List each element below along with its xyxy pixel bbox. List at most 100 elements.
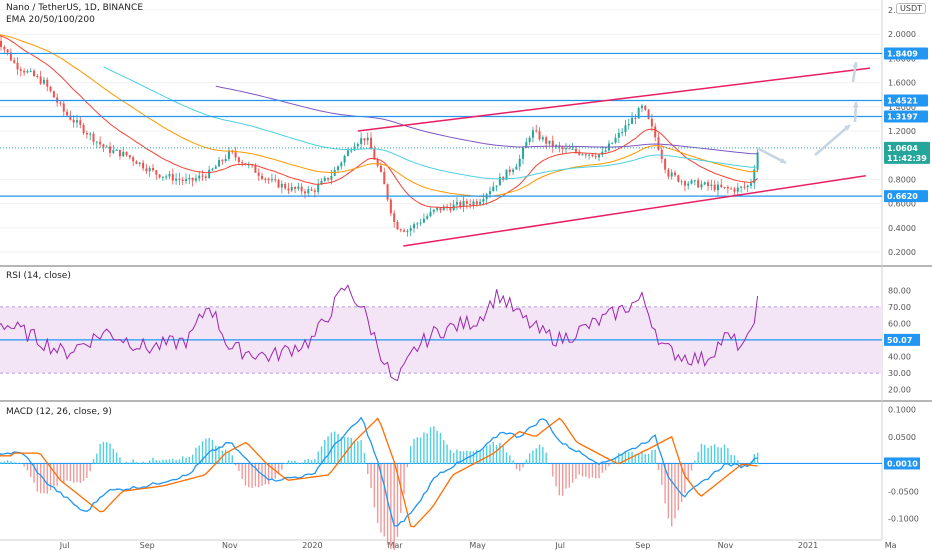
ema-20-line bbox=[0, 35, 758, 209]
macd-histogram-bar bbox=[191, 454, 194, 464]
macd-histogram-bar bbox=[423, 432, 425, 464]
candle-body bbox=[432, 209, 435, 212]
candle-body bbox=[89, 133, 92, 135]
macd-histogram-bar bbox=[211, 439, 214, 464]
candle-body bbox=[310, 189, 313, 191]
candle-body bbox=[75, 120, 78, 123]
candle-body bbox=[128, 155, 131, 158]
macd-histogram-bar bbox=[555, 464, 557, 487]
candle-body bbox=[412, 224, 415, 229]
x-tick-label: May bbox=[469, 541, 486, 550]
macd-histogram-bar bbox=[684, 464, 686, 494]
candle-body bbox=[0, 40, 2, 47]
candle-body bbox=[621, 132, 624, 134]
candle-body bbox=[52, 91, 55, 98]
macd-histogram-bar bbox=[495, 445, 498, 464]
level-label: 1.3197 bbox=[887, 113, 918, 122]
candle-body bbox=[637, 108, 640, 119]
candle-body bbox=[614, 137, 617, 143]
countdown-label: 11:42:39 bbox=[887, 154, 927, 163]
price-tick-label: 0.8000 bbox=[888, 175, 916, 184]
macd-histogram-bar bbox=[267, 464, 270, 485]
candle-body bbox=[730, 188, 733, 190]
candle-body bbox=[693, 180, 696, 182]
ema-header: EMA 20/50/100/200 bbox=[6, 15, 95, 25]
macd-histogram-bar bbox=[304, 459, 306, 464]
candle-body bbox=[99, 141, 102, 145]
candle-body bbox=[185, 179, 188, 181]
macd-histogram-bar bbox=[20, 463, 22, 464]
currency-badge[interactable]: USDT bbox=[896, 3, 926, 14]
candle-body bbox=[290, 186, 293, 191]
candle-body bbox=[29, 70, 32, 72]
candle-body bbox=[280, 183, 283, 188]
macd-histogram-bar bbox=[611, 462, 613, 464]
candle-body bbox=[261, 175, 264, 179]
candle-body bbox=[535, 130, 538, 132]
candle-body bbox=[627, 124, 630, 126]
candle-body bbox=[85, 133, 88, 135]
macd-histogram-bar bbox=[707, 447, 709, 464]
candle-body bbox=[488, 191, 491, 195]
macd-histogram-bar bbox=[294, 460, 296, 464]
macd-histogram-bar bbox=[46, 464, 48, 494]
x-tick-label: Sep bbox=[140, 541, 155, 550]
macd-histogram-bar bbox=[139, 463, 141, 464]
price-tick-label: 2.0000 bbox=[888, 30, 916, 39]
candle-body bbox=[581, 154, 584, 156]
x-tick-label: Nov bbox=[718, 541, 734, 550]
candle-body bbox=[194, 178, 197, 181]
macd-histogram-bar bbox=[185, 457, 187, 464]
price-tick-label: 0.4000 bbox=[888, 224, 916, 233]
candle-body bbox=[323, 177, 326, 181]
candle-body bbox=[370, 137, 373, 150]
candle-body bbox=[750, 183, 753, 186]
rsi-tick-label: 20.00 bbox=[888, 386, 911, 395]
macd-histogram-bar bbox=[515, 464, 518, 470]
macd-histogram-bar bbox=[238, 464, 240, 472]
candle-body bbox=[181, 179, 184, 181]
candle-body bbox=[393, 213, 396, 223]
macd-histogram-bar bbox=[33, 464, 35, 483]
candle-body bbox=[16, 62, 19, 70]
candle-body bbox=[469, 204, 472, 206]
upper-trendline bbox=[357, 67, 871, 132]
candle-body bbox=[297, 186, 300, 189]
macd-histogram-bar bbox=[367, 464, 369, 475]
macd-histogram-bar bbox=[472, 451, 475, 464]
macd-histogram-bar bbox=[532, 450, 534, 464]
candle-body bbox=[151, 167, 154, 171]
macd-histogram-bar bbox=[396, 464, 399, 537]
macd-histogram-bar bbox=[175, 459, 177, 464]
candle-body bbox=[165, 176, 168, 178]
macd-histogram-bar bbox=[291, 460, 293, 464]
macd-histogram-bar bbox=[581, 464, 584, 477]
macd-histogram-bar bbox=[86, 464, 88, 479]
candle-body bbox=[664, 159, 667, 170]
macd-histogram-bar bbox=[561, 464, 564, 496]
candle-body bbox=[479, 201, 482, 205]
macd-histogram-bar bbox=[409, 446, 412, 464]
candle-body bbox=[155, 170, 158, 175]
macd-histogram-bar bbox=[343, 437, 346, 464]
candle-body bbox=[204, 176, 207, 178]
candle-body bbox=[624, 125, 627, 133]
macd-histogram-bar bbox=[512, 460, 514, 464]
candle-body bbox=[366, 137, 369, 141]
macd-histogram-bar bbox=[740, 464, 742, 469]
candle-body bbox=[723, 187, 726, 189]
macd-histogram-bar bbox=[300, 462, 303, 464]
candle-body bbox=[333, 170, 336, 176]
candle-body bbox=[379, 165, 382, 172]
macd-tick-label: -0.0500 bbox=[888, 487, 919, 496]
candle-body bbox=[224, 158, 227, 161]
x-tick-label: Ma bbox=[885, 541, 897, 550]
price-tick-label: 0.6000 bbox=[888, 200, 916, 209]
macd-histogram-bar bbox=[390, 464, 392, 550]
macd-histogram-bar bbox=[334, 431, 336, 464]
macd-histogram-bar bbox=[129, 462, 131, 464]
candle-body bbox=[545, 137, 548, 144]
macd-histogram-bar bbox=[208, 438, 210, 464]
candle-body bbox=[667, 169, 670, 177]
